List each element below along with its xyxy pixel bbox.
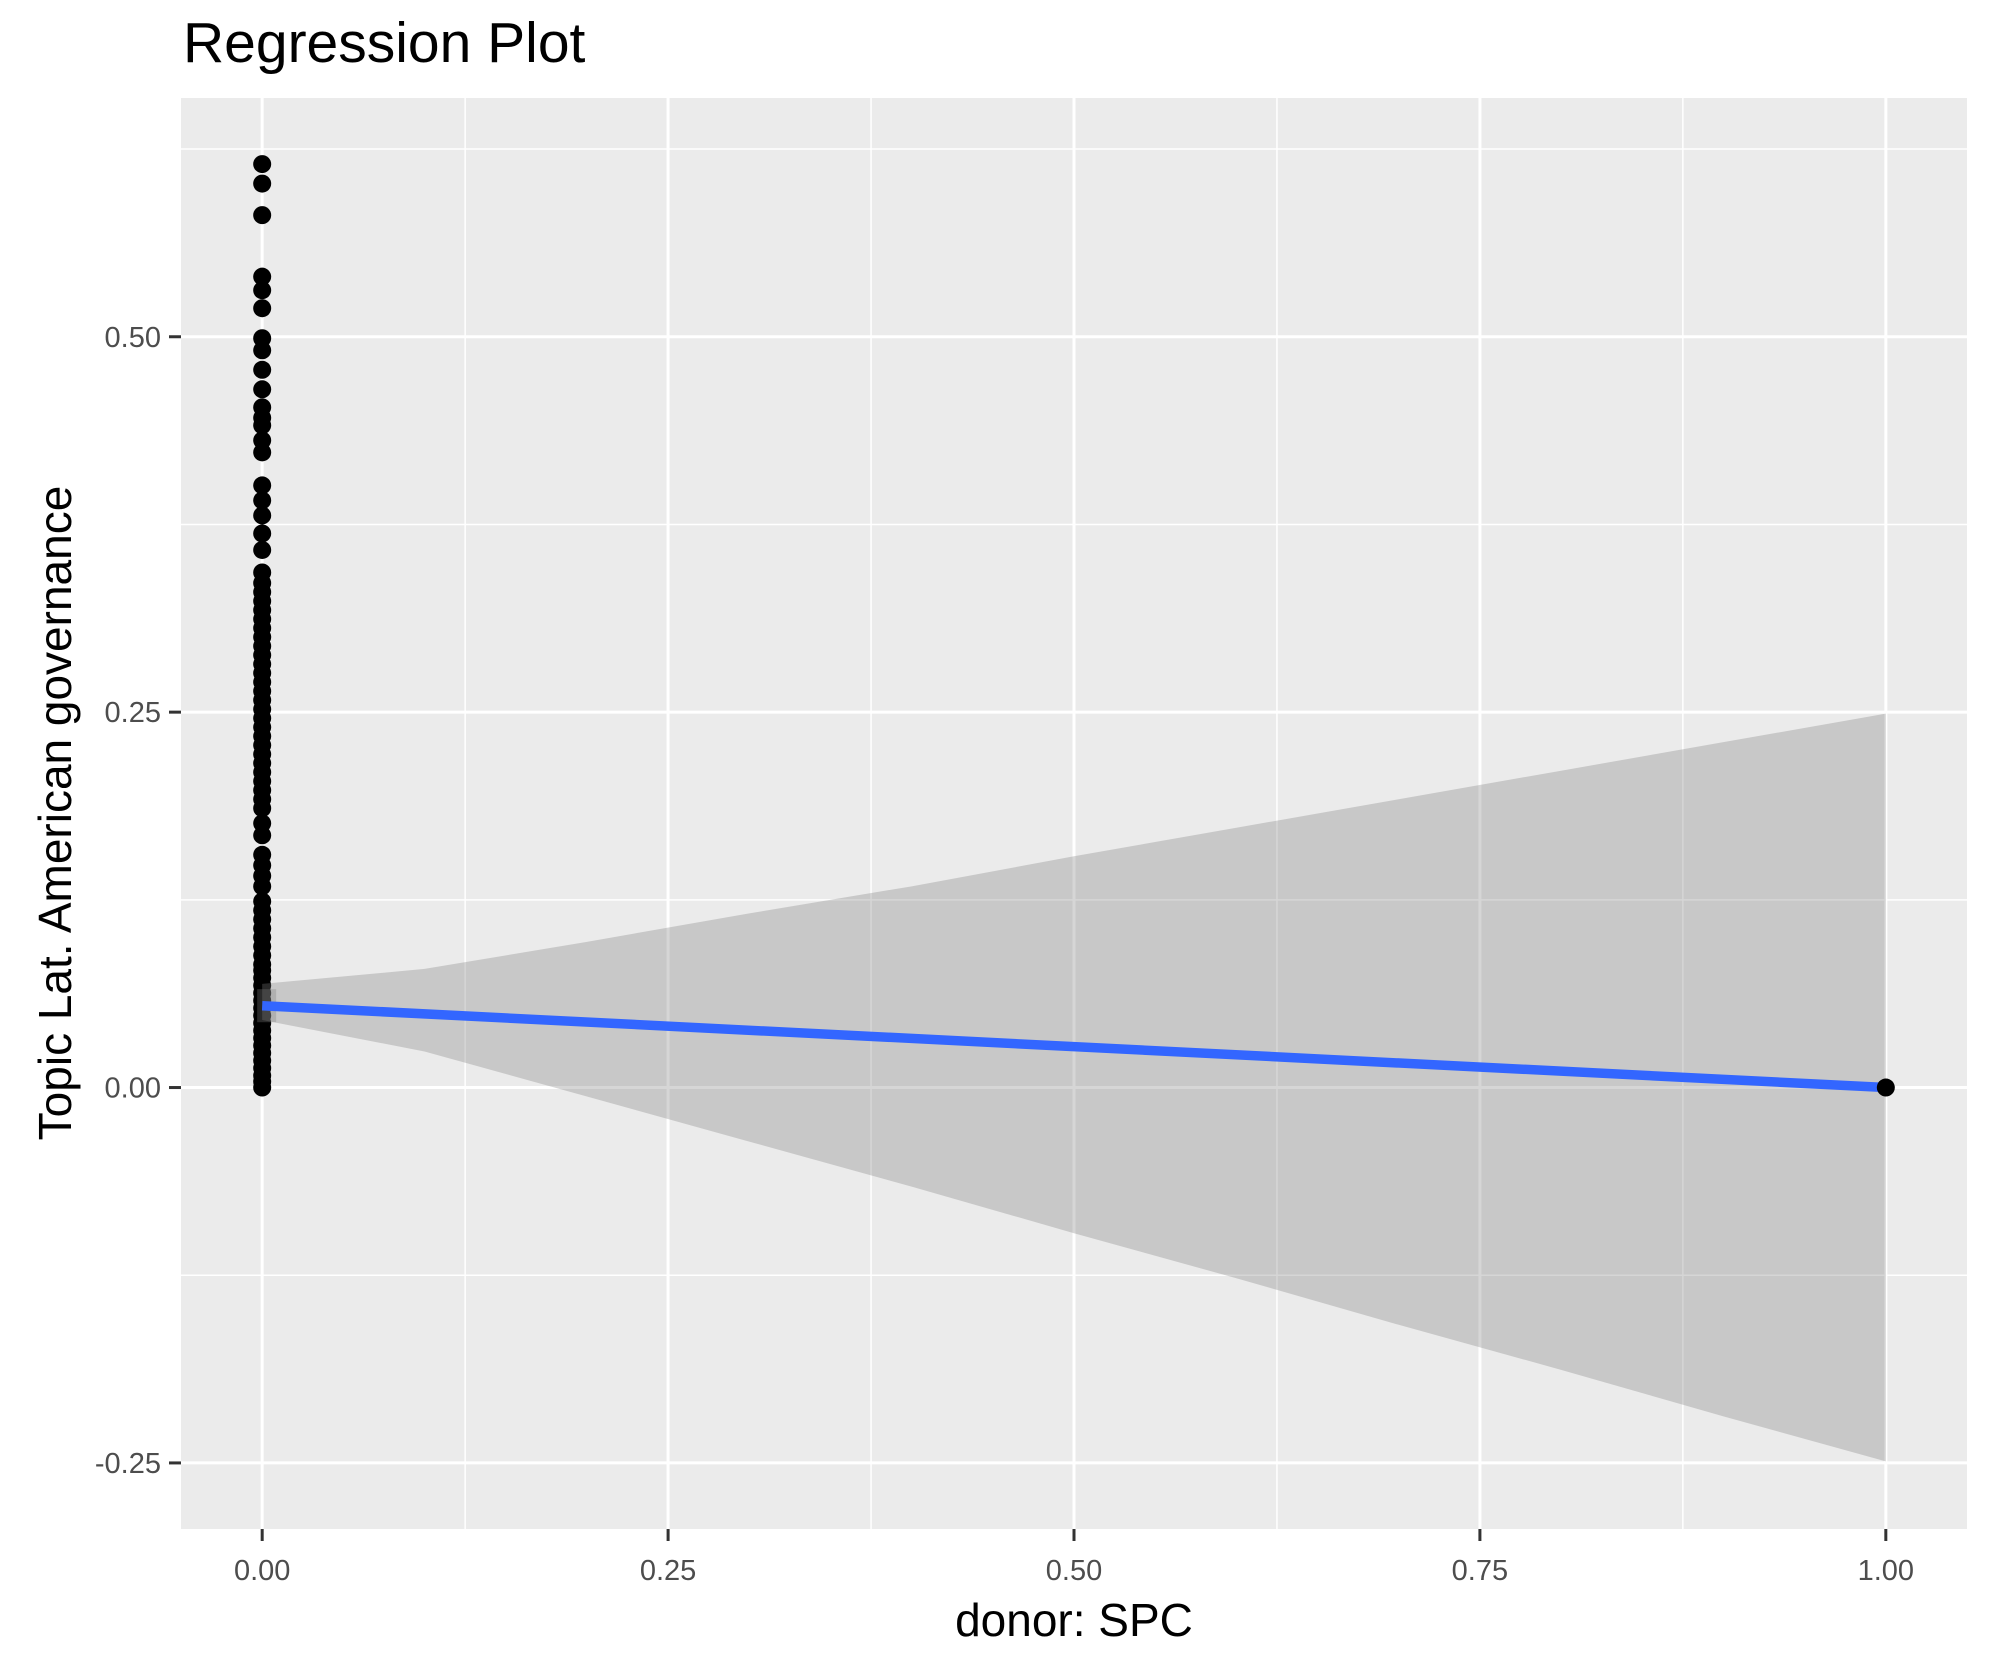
data-point [253,174,272,193]
data-point [253,476,272,495]
x-tick-label: 1.00 [1858,1555,1914,1587]
y-tick-label: 0.25 [105,697,161,729]
data-point [253,360,272,379]
x-tick-label: 0.00 [234,1555,290,1587]
y-tick-label: 0.00 [105,1073,161,1105]
data-point [253,540,272,559]
confidence-ribbon [262,713,1886,1462]
data-point [253,443,272,462]
x-tick-label: 0.50 [1046,1555,1102,1587]
data-point-x1 [1876,1078,1895,1097]
data-point [253,826,272,845]
data-point [253,206,272,225]
x-axis-title: donor: SPC [955,1594,1193,1646]
x-tick-label: 0.75 [1452,1555,1508,1587]
data-point [253,506,272,525]
y-tick-label: -0.25 [95,1448,161,1480]
data-point [253,267,272,286]
data-point [253,491,272,510]
data-point [253,799,272,818]
plot-title: Regression Plot [183,11,586,75]
data-point [253,155,272,174]
regression-line [261,1000,1887,1093]
data-point [253,380,272,399]
data-point [253,877,272,896]
x-tick-label: 0.25 [640,1555,696,1587]
y-tick-label: 0.50 [105,322,161,354]
data-point [253,281,272,300]
data-point [253,341,272,360]
data-point [253,1078,272,1097]
data-point [253,524,272,543]
data-point [253,299,272,318]
data-point [253,416,272,435]
